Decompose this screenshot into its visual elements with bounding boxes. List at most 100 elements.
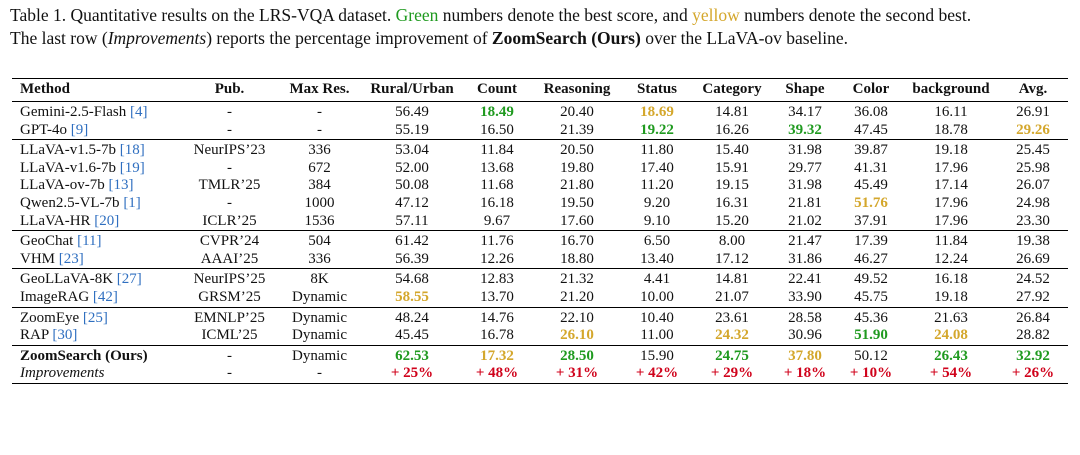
citation: [19] [119,159,145,176]
score-cell: 16.50 [480,121,514,138]
score-cell: 54.68 [395,271,429,288]
resolution-cell: - [317,104,322,120]
method-name: RAP [20,327,49,344]
score-cell: 47.45 [854,121,888,138]
score-cell: 12.83 [480,271,514,288]
score-cell: 33.90 [788,288,822,305]
caption-line: Table 1. Quantitative results on the LRS… [10,4,971,27]
pub-cell: NeurIPS’23 [193,142,266,159]
score-cell: 39.32 [788,121,822,138]
score-cell: 10.00 [640,288,674,305]
score-cell: + 10% [849,365,893,382]
score-cell: 16.18 [480,194,514,211]
row-group: ZoomEye [25] EMNLP’25 Dynamic 48.24 14.76 22.… [12,307,1068,345]
score-cell: 26.91 [1016,104,1050,120]
score-cell: 26.07 [1016,177,1050,194]
score-cell: 21.02 [788,212,822,229]
score-cell: 14.81 [715,271,749,288]
citation: [18] [119,142,145,159]
pub-cell: GRSM’25 [198,288,261,305]
method-name: LLaVA-ov-7b [20,177,105,194]
resolution-cell: 384 [308,177,331,194]
row-group: GeoChat [11] CVPR’24 504 61.42 11.76 16.70 6.5… [12,230,1068,269]
score-cell: 21.80 [560,177,594,194]
score-cell: 15.91 [715,159,749,176]
score-cell: 29.26 [1016,121,1050,138]
score-cell: + 31% [555,365,599,382]
method-cell: Gemini-2.5-Flash [4] [12,102,182,122]
row-group: LLaVA-v1.5-7b [18] NeurIPS’23 336 53.04 11.8… [12,139,1068,231]
score-cell: 24.75 [715,347,749,364]
score-cell: 18.69 [640,104,674,120]
score-cell: 11.00 [640,327,674,344]
score-cell: 21.07 [715,288,749,305]
method-cell: LLaVA-v1.5-7b [18] [12,140,182,160]
method-name: LLaVA-HR [20,212,91,229]
pub-cell: - [227,104,232,120]
method-name: GeoLLaVA-8K [20,271,114,288]
method-cell: VHM [23] [12,251,182,269]
score-cell: 46.27 [854,250,888,267]
method-cell: LLaVA-HR [20] [12,213,182,231]
resolution-cell: Dynamic [292,347,347,364]
score-cell: 8.00 [718,233,746,250]
citation: [1] [123,194,141,211]
column-header: Count [476,81,517,98]
method-name: GeoChat [20,233,74,250]
column-header: Reasoning [543,81,611,98]
score-cell: 19.18 [934,288,968,305]
score-cell: 45.49 [854,177,888,194]
score-cell: 20.50 [560,142,594,159]
score-cell: 11.76 [480,233,514,250]
score-cell: 57.11 [395,212,429,229]
citation: [4] [130,104,148,120]
caption-text: ) reports the percentage improvement of [206,28,492,48]
method-cell: ZoomSearch (Ours) [12,345,182,365]
method-cell: GPT-4o [9] [12,122,182,140]
pub-cell: NeurIPS’25 [193,271,266,288]
citation: [23] [58,250,84,267]
pub-cell: EMNLP’25 [194,309,265,326]
score-cell: 55.19 [395,121,429,138]
score-cell: 36.08 [854,104,888,120]
score-cell: + 26% [1011,365,1055,382]
table-row: LLaVA-ov-7b [13] TMLR’25 384 50.08 11.68 21.8… [12,177,1068,195]
pub-cell: - [227,365,232,382]
resolution-cell: 8K [310,271,329,288]
score-cell: 37.91 [854,212,888,229]
resolution-cell: Dynamic [292,327,347,344]
score-cell: 51.90 [854,327,888,344]
pub-cell: ICLR’25 [202,212,257,229]
score-cell: 21.47 [788,233,822,250]
citation: [9] [70,121,89,138]
score-cell: 17.60 [560,212,594,229]
score-cell: 18.49 [480,104,514,120]
score-cell: 31.98 [788,177,822,194]
caption-text: Green [395,5,439,25]
score-cell: 50.08 [395,177,429,194]
table-row: Improvements - - + 25% + 48% + 31% + 42% + 29% +… [12,365,1068,383]
score-cell: 15.20 [715,212,749,229]
score-cell: + 29% [710,365,754,382]
score-cell: 26.10 [560,327,594,344]
row-group: GeoLLaVA-8K [27] NeurIPS’25 8K 54.68 12.83 21… [12,268,1068,307]
method-cell: ImageRAG [42] [12,289,182,307]
score-cell: 49.52 [854,271,888,288]
method-name: Qwen2.5-VL-7b [20,194,120,211]
score-cell: + 42% [635,365,679,382]
table-row: LLaVA-v1.6-7b [19] - 672 52.00 13.68 19.80 17.… [12,160,1068,178]
score-cell: 56.39 [395,250,429,267]
score-cell: 48.24 [395,309,429,326]
score-cell: 37.80 [788,347,822,364]
score-cell: 19.80 [560,159,594,176]
citation: [42] [92,288,118,305]
caption-line: The last row (Improvements) reports the … [10,27,971,50]
score-cell: 24.52 [1016,271,1050,288]
score-cell: 17.40 [640,159,674,176]
pub-cell: TMLR’25 [198,177,261,194]
table-row: GeoChat [11] CVPR’24 504 61.42 11.76 16.70 6.5… [12,231,1068,251]
caption: Table 1. Quantitative results on the LRS… [10,4,971,50]
score-cell: 28.50 [560,347,594,364]
method-cell: RAP [30] [12,327,182,345]
method-name: Gemini-2.5-Flash [20,104,127,120]
